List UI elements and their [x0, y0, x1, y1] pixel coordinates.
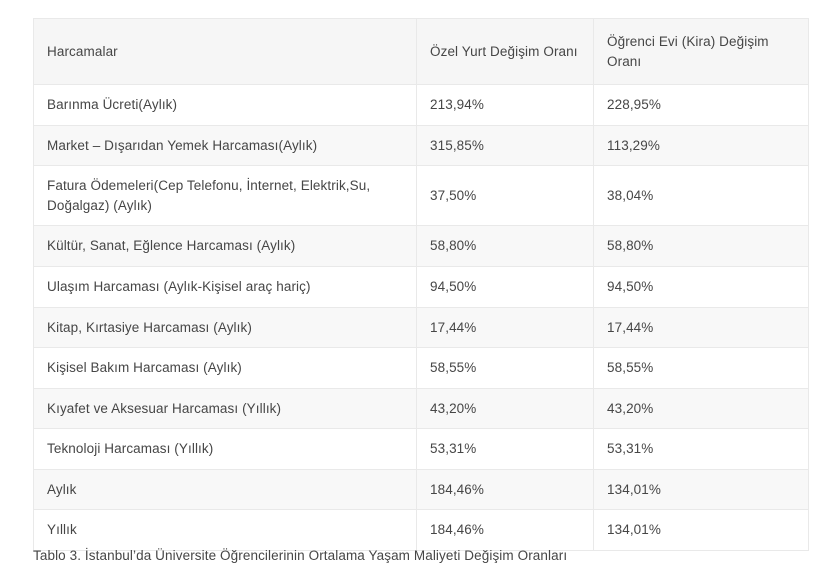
row-label-cell: Kitap, Kırtasiye Harcaması (Aylık)	[33, 306, 417, 349]
row-label-cell: Teknoloji Harcaması (Yıllık)	[33, 428, 417, 470]
ozel-yurt-value-cell: 43,20%	[416, 387, 594, 430]
table-row: Fatura Ödemeleri(Cep Telefonu, İnternet,…	[33, 165, 809, 227]
column-header-harcamalar: Harcamalar	[33, 17, 417, 86]
table-row: Kitap, Kırtasiye Harcaması (Aylık) 17,44…	[33, 306, 809, 349]
ozel-yurt-value-cell: 53,31%	[416, 428, 594, 470]
ozel-yurt-value-cell: 184,46%	[416, 509, 594, 551]
row-label-cell: Fatura Ödemeleri(Cep Telefonu, İnternet,…	[33, 165, 417, 227]
table-row: Kişisel Bakım Harcaması (Aylık) 58,55% 5…	[33, 347, 809, 389]
ozel-yurt-value-cell: 315,85%	[416, 124, 594, 167]
row-label-cell: Yıllık	[33, 509, 417, 551]
row-label-cell: Ulaşım Harcaması (Aylık-Kişisel araç har…	[33, 265, 417, 308]
ozel-yurt-value-cell: 37,50%	[416, 165, 594, 227]
ogrenci-evi-value-cell: 58,80%	[593, 225, 809, 267]
table-row: Yıllık 184,46% 134,01%	[33, 509, 809, 551]
ozel-yurt-value-cell: 213,94%	[416, 84, 594, 126]
row-label-cell: Kıyafet ve Aksesuar Harcaması (Yıllık)	[33, 387, 417, 430]
ogrenci-evi-value-cell: 134,01%	[593, 468, 809, 511]
ogrenci-evi-value-cell: 38,04%	[593, 165, 809, 227]
row-label-cell: Barınma Ücreti(Aylık)	[33, 84, 417, 126]
table-header-row: Harcamalar Özel Yurt Değişim Oranı Öğren…	[33, 17, 809, 86]
table-row: Barınma Ücreti(Aylık) 213,94% 228,95%	[33, 84, 809, 126]
ogrenci-evi-value-cell: 43,20%	[593, 387, 809, 430]
row-label-cell: Kültür, Sanat, Eğlence Harcaması (Aylık)	[33, 225, 417, 267]
table-caption: Tablo 3. İstanbul’da Üniversite Öğrencil…	[33, 548, 568, 563]
table-row: Ulaşım Harcaması (Aylık-Kişisel araç har…	[33, 265, 809, 308]
ozel-yurt-value-cell: 184,46%	[416, 468, 594, 511]
ogrenci-evi-value-cell: 58,55%	[593, 347, 809, 389]
ozel-yurt-value-cell: 58,55%	[416, 347, 594, 389]
row-label-cell: Aylık	[33, 468, 417, 511]
column-header-ogrenci-evi: Öğrenci Evi (Kira) Değişim Oranı	[593, 17, 809, 86]
column-header-ozel-yurt: Özel Yurt Değişim Oranı	[416, 17, 594, 86]
ogrenci-evi-value-cell: 94,50%	[593, 265, 809, 308]
ozel-yurt-value-cell: 94,50%	[416, 265, 594, 308]
ogrenci-evi-value-cell: 53,31%	[593, 428, 809, 470]
table-row: Aylık 184,46% 134,01%	[33, 468, 809, 511]
expense-change-table: Harcamalar Özel Yurt Değişim Oranı Öğren…	[33, 17, 809, 551]
ozel-yurt-value-cell: 58,80%	[416, 225, 594, 267]
row-label-cell: Market – Dışarıdan Yemek Harcaması(Aylık…	[33, 124, 417, 167]
table-row: Kültür, Sanat, Eğlence Harcaması (Aylık)…	[33, 225, 809, 267]
ogrenci-evi-value-cell: 134,01%	[593, 509, 809, 551]
table-row: Teknoloji Harcaması (Yıllık) 53,31% 53,3…	[33, 428, 809, 470]
ozel-yurt-value-cell: 17,44%	[416, 306, 594, 349]
table-row: Kıyafet ve Aksesuar Harcaması (Yıllık) 4…	[33, 387, 809, 430]
ogrenci-evi-value-cell: 17,44%	[593, 306, 809, 349]
ogrenci-evi-value-cell: 228,95%	[593, 84, 809, 126]
row-label-cell: Kişisel Bakım Harcaması (Aylık)	[33, 347, 417, 389]
table-row: Market – Dışarıdan Yemek Harcaması(Aylık…	[33, 124, 809, 167]
ogrenci-evi-value-cell: 113,29%	[593, 124, 809, 167]
